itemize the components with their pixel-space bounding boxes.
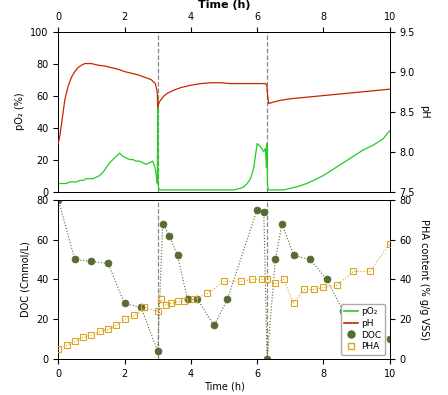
Y-axis label: DOC (Cmmol/L): DOC (Cmmol/L) [21,242,30,318]
Y-axis label: PHA content (% g/g VSS): PHA content (% g/g VSS) [418,219,429,340]
Legend: pO₂, pH, DOC, PHA: pO₂, pH, DOC, PHA [341,304,385,355]
X-axis label: Time (h): Time (h) [198,0,250,10]
Y-axis label: pH: pH [419,105,429,118]
X-axis label: Time (h): Time (h) [203,382,245,392]
Y-axis label: pO₂ (%): pO₂ (%) [15,93,25,130]
